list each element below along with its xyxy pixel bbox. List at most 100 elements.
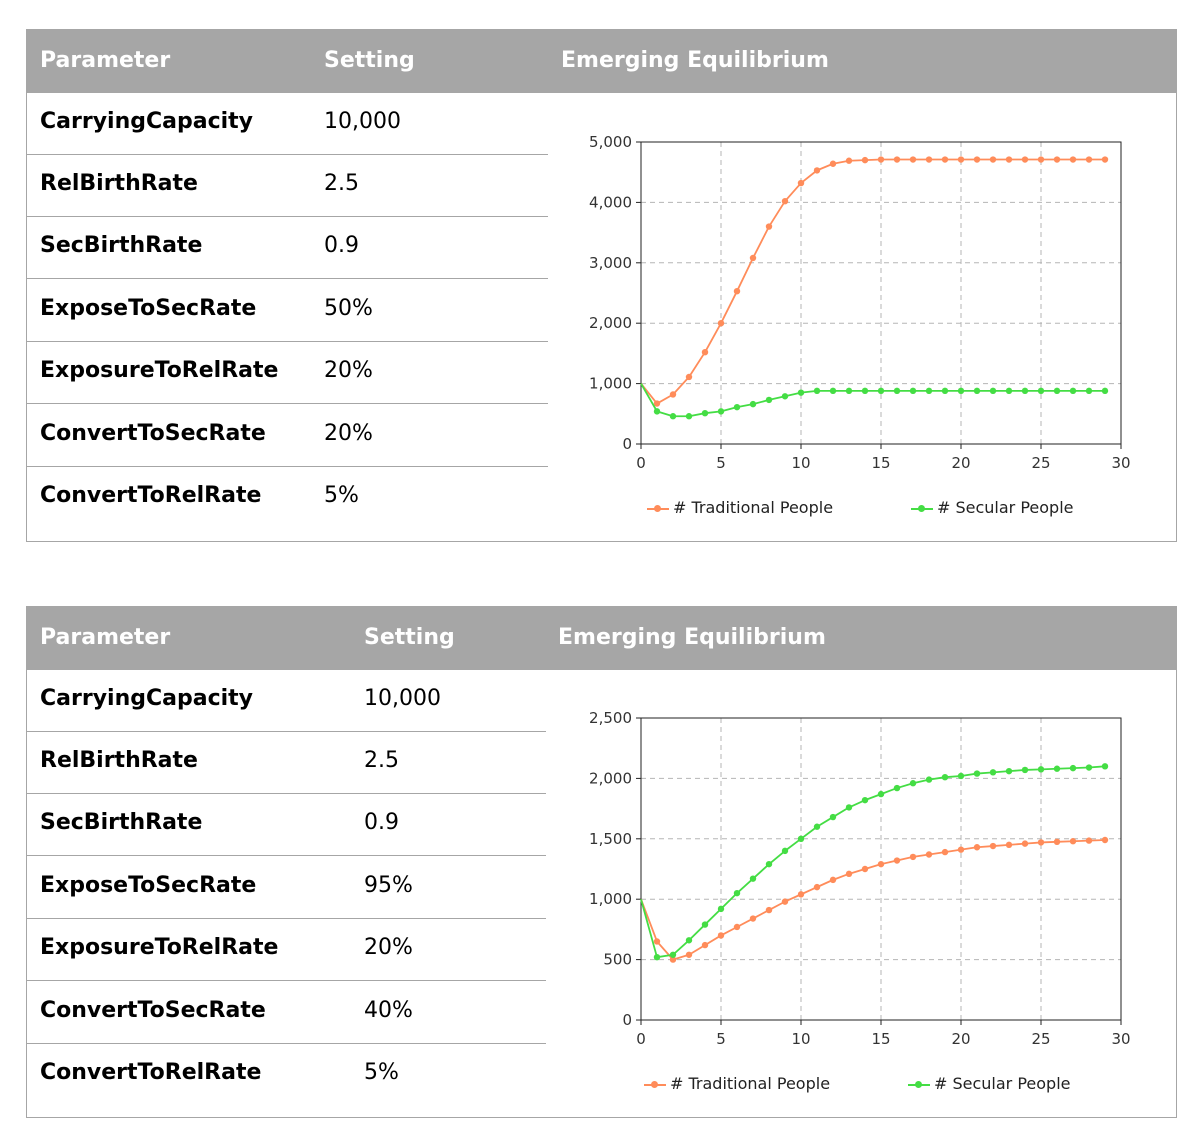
data-point-traditional [1069, 838, 1077, 845]
data-point-secular [861, 387, 869, 395]
data-point-secular [973, 387, 981, 395]
param-name: ExposeToSecRate [40, 296, 257, 321]
param-row: ExposureToRelRate 20% [27, 342, 548, 404]
data-point-secular [989, 769, 997, 776]
header-parameter: Parameter [40, 625, 171, 650]
data-point-traditional [989, 842, 997, 850]
data-point-secular [957, 772, 965, 780]
param-row: RelBirthRate 2.5 [27, 155, 548, 217]
data-point-secular [1005, 387, 1013, 395]
y-tick-label: 1,500 [589, 830, 632, 848]
param-row: ExposeToSecRate 50% [27, 280, 548, 342]
param-row: ConvertToSecRate 40% [27, 982, 546, 1044]
x-tick-label: 20 [951, 454, 970, 472]
y-tick-label: 2,000 [589, 314, 632, 332]
series-line-traditional [640, 839, 1106, 961]
legend-secular-swatch [911, 504, 933, 514]
data-point-secular [941, 773, 949, 781]
data-point-secular [909, 780, 917, 787]
equilibrium-chart: 0 5 10 15 20 25 30 0 500 1,000 1,500 2,000 2,500 [589, 709, 1131, 1048]
data-point-traditional [1021, 840, 1029, 847]
data-point-traditional [781, 898, 789, 905]
data-point-traditional [925, 851, 933, 858]
param-name: ConvertToSecRate [40, 421, 266, 446]
param-value: 0.9 [364, 810, 399, 835]
param-value: 20% [364, 935, 413, 960]
data-point-secular [1021, 766, 1029, 774]
data-point-secular [1037, 387, 1045, 395]
data-point-traditional [701, 941, 709, 949]
y-tick-label: 0 [622, 1011, 632, 1029]
legend-secular-label: # Secular People [937, 498, 1074, 517]
data-point-secular [1101, 387, 1109, 395]
series-line-secular [640, 765, 1106, 959]
data-point-secular [1037, 766, 1045, 773]
data-point-traditional [1101, 836, 1109, 844]
data-point-secular [1101, 763, 1109, 770]
data-point-secular [701, 409, 709, 417]
data-point-secular [957, 387, 965, 395]
data-point-traditional [829, 876, 837, 884]
data-point-secular [749, 400, 757, 408]
param-name: CarryingCapacity [40, 686, 254, 711]
param-row: ExposeToSecRate 95% [27, 857, 546, 919]
y-tick-label: 5,000 [589, 133, 632, 151]
param-value: 10,000 [324, 109, 401, 134]
data-point-traditional [653, 400, 661, 407]
data-point-secular [1085, 387, 1093, 395]
data-point-secular [781, 393, 789, 400]
header-setting: Setting [364, 625, 455, 650]
data-point-traditional [989, 156, 997, 163]
x-tick-label: 25 [1031, 454, 1050, 472]
data-point-secular [941, 387, 949, 395]
data-point-secular [717, 905, 725, 913]
param-value: 40% [364, 998, 413, 1023]
data-point-secular [765, 860, 773, 868]
data-point-secular [813, 387, 821, 395]
param-row: SecBirthRate 0.9 [27, 794, 546, 856]
data-point-traditional [781, 197, 789, 205]
data-point-secular [733, 889, 741, 897]
data-point-traditional [749, 915, 757, 922]
data-point-traditional [701, 348, 709, 356]
legend-secular-label: # Secular People [934, 1074, 1071, 1093]
legend-secular-swatch [908, 1080, 930, 1090]
param-value: 5% [324, 483, 359, 508]
data-point-traditional [957, 156, 965, 163]
data-point-traditional [877, 156, 885, 163]
data-point-traditional [1085, 837, 1093, 844]
scenario-panel-2: Parameter Setting Emerging Equilibrium C… [26, 606, 1177, 1118]
param-name: CarryingCapacity [40, 109, 254, 134]
data-point-traditional [1005, 841, 1013, 849]
data-point-secular [845, 387, 853, 395]
data-point-traditional [1085, 156, 1093, 163]
param-value: 20% [324, 358, 373, 383]
param-name: RelBirthRate [40, 171, 198, 196]
data-point-secular [893, 784, 901, 792]
y-tick-label: 2,000 [589, 769, 632, 787]
param-name: ExposeToSecRate [40, 873, 257, 898]
y-tick-label: 1,000 [589, 890, 632, 908]
data-point-secular [765, 396, 773, 404]
data-point-secular [669, 951, 677, 958]
data-point-secular [781, 847, 789, 855]
data-point-traditional [845, 157, 853, 164]
param-row: ConvertToRelRate 5% [27, 467, 548, 529]
data-point-traditional [669, 956, 677, 963]
data-point-secular [749, 875, 757, 882]
data-point-traditional [685, 951, 693, 958]
data-point-secular [733, 403, 741, 411]
data-point-traditional [941, 848, 949, 856]
data-point-traditional [653, 938, 661, 945]
param-name: ExposureToRelRate [40, 358, 279, 383]
y-tick-label: 2,500 [589, 709, 632, 727]
param-name: SecBirthRate [40, 810, 203, 835]
legend-traditional: # Traditional People [644, 1074, 830, 1093]
data-point-secular [989, 387, 997, 395]
x-tick-label: 5 [716, 454, 726, 472]
param-row: ConvertToSecRate 20% [27, 405, 548, 467]
y-tick-label: 0 [622, 435, 632, 453]
data-point-secular [1005, 767, 1013, 775]
x-tick-label: 15 [871, 1030, 890, 1048]
x-tick-label: 30 [1111, 1030, 1130, 1048]
